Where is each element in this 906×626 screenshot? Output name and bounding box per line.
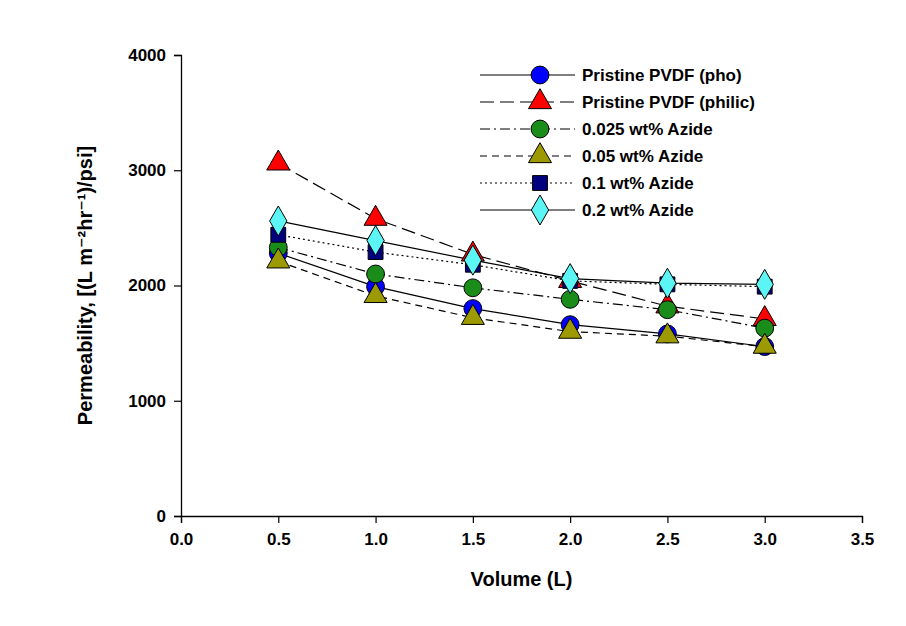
- tick-label: 0.5: [267, 530, 291, 549]
- tick-mark: [174, 170, 181, 171]
- tick-mark: [278, 516, 279, 523]
- tick-mark: [570, 516, 571, 523]
- series-marker: [367, 265, 385, 283]
- legend-line: [480, 101, 575, 102]
- tick-label: 0: [157, 507, 166, 526]
- tick-label: 2000: [128, 276, 166, 295]
- tick: 0.5: [267, 516, 291, 549]
- tick-label: 3000: [128, 161, 166, 180]
- tick: 0: [157, 507, 181, 526]
- series-marker: [367, 226, 384, 256]
- legend-label: Pristine PVDF (philic): [582, 93, 755, 112]
- legend-entry: Pristine PVDF (pho): [480, 66, 742, 85]
- legend-line: [480, 128, 575, 129]
- legend-line: [480, 182, 575, 183]
- legend-marker: [531, 66, 549, 84]
- tick-mark: [174, 516, 181, 517]
- tick-mark: [375, 516, 376, 523]
- axis-line: [174, 56, 182, 517]
- tick-label: 1.5: [462, 530, 486, 549]
- legend-marker: [531, 195, 548, 225]
- series-marker: [753, 333, 776, 353]
- series-marker: [464, 245, 481, 275]
- series-marker: [267, 248, 290, 268]
- series-marker: [267, 150, 290, 170]
- tick-mark: [765, 516, 766, 523]
- legend-label: Pristine PVDF (pho): [582, 66, 742, 85]
- series-marker: [659, 301, 677, 319]
- series-marker: [559, 318, 582, 338]
- chart: 0.0 0.5 1.0 1.5 2.0 2.5 3.0 3.5 0 1000 2000 3000 400…: [0, 0, 906, 626]
- series-marker: [464, 279, 482, 297]
- legend-marker: [528, 143, 551, 163]
- tick: 2.0: [559, 516, 583, 549]
- series-marker: [364, 283, 387, 303]
- tick-label: 3.5: [851, 530, 875, 549]
- legend-label: 0.1 wt% Azide: [582, 174, 694, 193]
- legend-marker: [533, 176, 548, 191]
- y-axis-title: Permeability, [(L m⁻²hr⁻¹)/psi]: [74, 146, 96, 425]
- tick: 3.5: [851, 516, 875, 549]
- tick: 3000: [128, 161, 181, 180]
- tick-mark: [174, 401, 181, 402]
- x-axis-title: Volume (L): [471, 568, 573, 590]
- plot: 0.0 0.5 1.0 1.5 2.0 2.5 3.0 3.5 0 1000 2000 3000 400…: [128, 46, 874, 549]
- x-axis: 0.0 0.5 1.0 1.5 2.0 2.5 3.0 3.5: [170, 516, 875, 549]
- tick-mark: [473, 516, 474, 523]
- tick-label: 2.0: [559, 530, 583, 549]
- tick-label: 1.0: [364, 530, 388, 549]
- series-line: [278, 235, 764, 287]
- legend-entry: 0.025 wt% Azide: [480, 120, 713, 139]
- legend-line: [480, 74, 575, 75]
- legend-entry: 0.1 wt% Azide: [480, 174, 694, 193]
- tick-label: 0.0: [170, 530, 194, 549]
- tick: 1000: [128, 392, 181, 411]
- tick: 2000: [128, 276, 181, 295]
- tick-mark: [174, 55, 181, 56]
- tick-label: 3.0: [753, 530, 777, 549]
- tick: 1.0: [364, 516, 388, 549]
- series-marker: [656, 323, 679, 343]
- legend-line: [480, 155, 575, 156]
- legend-entry: 0.05 wt% Azide: [480, 143, 703, 166]
- tick-mark: [862, 516, 863, 523]
- legend-entry: Pristine PVDF (philic): [480, 89, 755, 112]
- tick: 3.0: [753, 516, 777, 549]
- series-marker: [561, 264, 578, 294]
- tick: 2.5: [656, 516, 680, 549]
- tick-mark: [174, 285, 181, 286]
- tick-mark: [667, 516, 668, 523]
- series-line: [278, 261, 764, 346]
- axis-line: [182, 517, 863, 524]
- tick-label: 4000: [128, 46, 166, 65]
- legend-label: 0.025 wt% Azide: [582, 120, 713, 139]
- tick: 4000: [128, 46, 181, 65]
- series-line: [278, 163, 764, 319]
- legend-marker: [528, 89, 551, 109]
- tick: 1.5: [462, 516, 486, 549]
- series-line: [278, 221, 764, 284]
- series-marker: [659, 268, 676, 298]
- series-marker: [270, 206, 287, 236]
- series-marker: [364, 205, 387, 225]
- series-marker: [461, 304, 484, 324]
- legend-label: 0.05 wt% Azide: [582, 147, 703, 166]
- tick-label: 1000: [128, 392, 166, 411]
- legend-entry: 0.2 wt% Azide: [480, 195, 694, 225]
- tick: 0.0: [170, 516, 194, 549]
- legend-marker: [531, 120, 549, 138]
- legend: Pristine PVDF (pho) Pristine PVDF (philic…: [480, 66, 755, 225]
- data-layer: [267, 150, 776, 355]
- legend-label: 0.2 wt% Azide: [582, 201, 694, 220]
- legend-line: [480, 209, 575, 210]
- y-axis: 0 1000 2000 3000 4000: [128, 46, 181, 526]
- series-marker: [756, 269, 773, 299]
- tick-label: 2.5: [656, 530, 680, 549]
